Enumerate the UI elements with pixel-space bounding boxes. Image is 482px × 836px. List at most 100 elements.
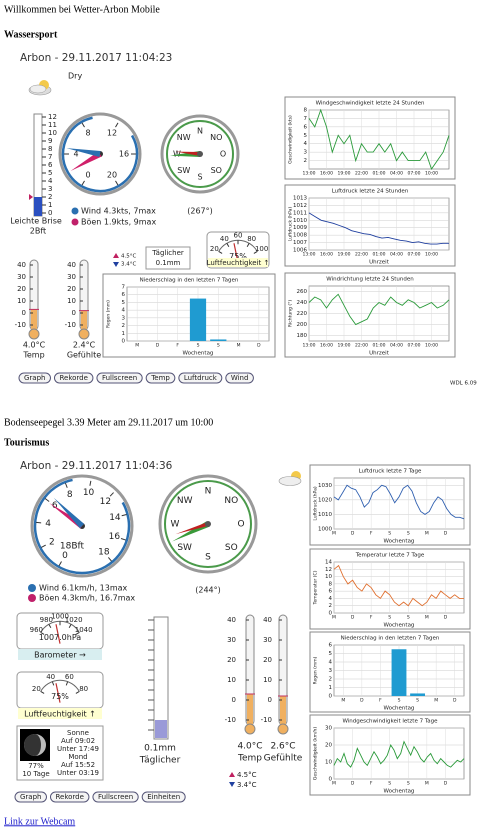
x-tick-label: F bbox=[176, 343, 179, 349]
gauge-tick bbox=[115, 180, 119, 186]
y-tick-label: 20 bbox=[325, 743, 332, 749]
button[interactable] bbox=[96, 372, 143, 384]
gauge-tick bbox=[120, 538, 126, 541]
y-axis-label: Luftdruck (hPa) bbox=[313, 486, 319, 520]
x-tick-label: 04:00 bbox=[390, 343, 403, 349]
section-heading: Tourismus bbox=[4, 437, 49, 448]
button-label: Fullscreen bbox=[102, 374, 137, 382]
chart-title: Luftdruck letzte 7 Tage bbox=[359, 469, 422, 475]
y-tick-label: 10 bbox=[325, 760, 332, 766]
compass-label: NW bbox=[177, 133, 191, 142]
gauge-tick bbox=[115, 122, 119, 128]
gauge-tick-label: 0 bbox=[62, 551, 68, 561]
gauge-tick bbox=[109, 492, 114, 497]
down-arrow bbox=[229, 782, 235, 787]
button[interactable] bbox=[225, 372, 254, 384]
chart-title: Niederschlag in den letzten 7 Tagen bbox=[140, 278, 239, 284]
y-tick-label: 220 bbox=[297, 311, 308, 317]
timestamp: Arbon - 29.11.2017 11:04:23 bbox=[20, 52, 172, 64]
wind-reading: Wind 6.1km/h, 13max bbox=[39, 584, 128, 593]
x-tick-label: S bbox=[388, 531, 391, 537]
thermometer-tick-label: 0 bbox=[268, 696, 272, 704]
button[interactable] bbox=[92, 791, 139, 803]
button[interactable] bbox=[53, 372, 94, 384]
arc-gauge-needle bbox=[55, 683, 61, 703]
y-axis-label: Richtung (°) bbox=[288, 300, 294, 327]
up-arrow bbox=[229, 772, 235, 777]
line-series bbox=[333, 484, 465, 520]
x-tick-label: D bbox=[444, 531, 448, 537]
plot-area bbox=[333, 561, 465, 614]
y-tick-label: 7 bbox=[304, 116, 308, 122]
button-label: Fullscreen bbox=[98, 793, 133, 801]
button[interactable] bbox=[178, 372, 223, 384]
compass-label: NW bbox=[177, 496, 193, 506]
arc-gauge-tick-label: 80 bbox=[247, 235, 256, 243]
x-tick-label: 04:00 bbox=[390, 171, 403, 177]
x-tick-label: 13:00 bbox=[303, 171, 316, 177]
gauge-tick-label: 4 bbox=[45, 519, 51, 529]
humidity-label: Luftfeuchtigkeit ↑ bbox=[207, 259, 270, 267]
y-tick-label: 1 bbox=[122, 331, 126, 337]
temperature-label: Temp bbox=[237, 754, 262, 764]
arc-gauge-tick-label: 80 bbox=[79, 685, 88, 693]
arc-gauge-tick bbox=[51, 681, 55, 686]
y-tick-label: 7 bbox=[122, 285, 126, 291]
button[interactable] bbox=[14, 791, 47, 803]
x-tick-label: M bbox=[434, 698, 438, 704]
thermometer-bulb bbox=[277, 723, 289, 735]
x-axis-label: Uhrzeit bbox=[369, 351, 390, 357]
chart-title: Temperatur letzte 7 Tage bbox=[355, 553, 425, 559]
condition: Dry bbox=[68, 72, 82, 81]
y-tick-label: 6 bbox=[329, 643, 333, 649]
button[interactable] bbox=[49, 791, 90, 803]
beaufort-tick-label: 9 bbox=[48, 137, 52, 145]
y-tick-label: 0 bbox=[329, 694, 333, 700]
y-tick-label: 1009 bbox=[293, 225, 307, 231]
legend-dot bbox=[71, 207, 79, 215]
chart-title: Windgeschwindigkeit letzte 24 Stunden bbox=[316, 101, 425, 107]
x-tick-label: 22:00 bbox=[355, 171, 368, 177]
x-tick-label: 07:00 bbox=[408, 343, 421, 349]
bar bbox=[189, 298, 207, 341]
y-tick-label: 5 bbox=[329, 651, 333, 657]
x-tick-label: 19:00 bbox=[338, 171, 351, 177]
beaufort-label: Leichte Brise bbox=[10, 217, 62, 226]
compass-ring bbox=[164, 480, 252, 568]
line-series bbox=[308, 212, 449, 245]
x-tick-label: F bbox=[370, 531, 373, 537]
compass-label: SO bbox=[211, 166, 222, 175]
arc-gauge-value: 75% bbox=[51, 692, 69, 701]
x-tick-label: M bbox=[341, 698, 345, 704]
button-label: Graph bbox=[24, 374, 45, 382]
temperature-label: Gefühlte bbox=[264, 754, 303, 764]
arc-gauge-tick bbox=[226, 243, 230, 247]
compass-hub bbox=[205, 521, 211, 527]
x-tick-label: 10:00 bbox=[425, 171, 438, 177]
webcam-link[interactable]: Link zur Webcam bbox=[4, 816, 75, 827]
x-tick-label: D bbox=[351, 781, 355, 787]
button[interactable] bbox=[145, 372, 176, 384]
thermometer-fill bbox=[280, 696, 286, 725]
y-tick-label: 1011 bbox=[293, 210, 307, 216]
thermometer-tick-label: 10 bbox=[17, 297, 26, 305]
gauge-tick-label: 10 bbox=[83, 488, 95, 498]
x-tick-label: S bbox=[388, 781, 391, 787]
arc-gauge-tick bbox=[253, 251, 258, 254]
x-tick-label: S bbox=[416, 698, 419, 704]
arc-gauge-tick bbox=[218, 251, 223, 254]
compass-label: N bbox=[205, 487, 212, 497]
gauge-needle bbox=[70, 151, 102, 171]
x-tick-label: M bbox=[135, 343, 139, 349]
cloud-icon bbox=[28, 80, 52, 96]
button[interactable] bbox=[141, 791, 186, 803]
x-tick-label: 19:00 bbox=[338, 343, 351, 349]
moon-shadow bbox=[24, 734, 41, 756]
rain-gauge bbox=[153, 616, 169, 740]
beaufort-value: 2Bft bbox=[30, 227, 46, 236]
beaufort-tick-label: 10 bbox=[48, 129, 57, 137]
button[interactable] bbox=[18, 372, 51, 384]
beaufort-tick-label: 5 bbox=[48, 169, 52, 177]
beaufort-tick-label: 6 bbox=[48, 161, 53, 169]
timestamp: Arbon - 29.11.2017 11:04:36 bbox=[20, 460, 173, 472]
